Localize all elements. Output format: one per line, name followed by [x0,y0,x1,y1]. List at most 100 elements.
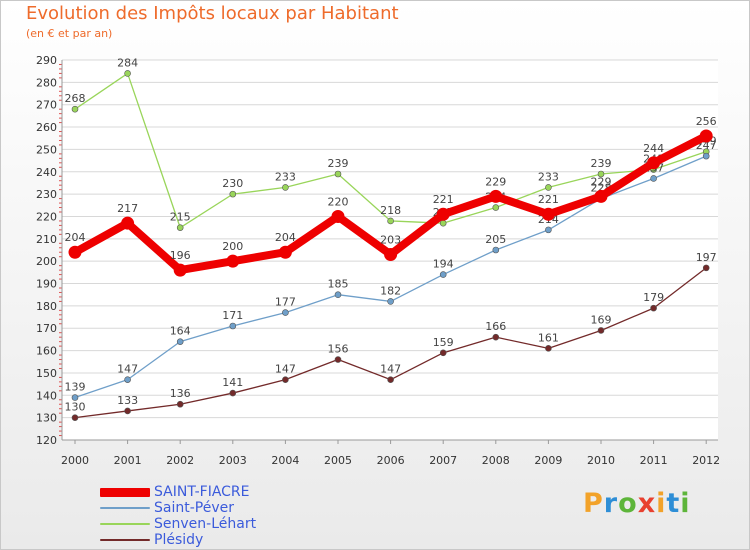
data-point [68,245,82,259]
data-point [124,376,131,383]
data-point [597,327,605,334]
chart-subtitle: (en € et par an) [26,27,113,40]
y-tick-label: 210 [36,233,57,246]
data-label: 141 [222,376,243,389]
data-point [334,291,342,299]
line-chart: 120 130 140 150 160 170 180 190 200 210 220 230 240 2… [36,54,720,467]
data-point [124,407,131,415]
data-point [545,184,552,191]
data-point [650,175,657,182]
data-label: 194 [433,258,454,271]
data-point [492,333,500,341]
chart-title: Evolution des Impôts locaux par Habitant [26,3,399,24]
x-tick-label: 2002 [166,454,194,467]
data-label: 169 [591,313,612,326]
data-point [173,263,187,277]
data-label: 284 [117,56,138,69]
data-label: 164 [170,325,191,338]
x-tick-label: 2004 [271,454,299,467]
data-point [702,264,710,272]
data-point [702,152,710,160]
data-label: 203 [380,233,401,246]
data-point [71,394,79,401]
x-tick-label: 2006 [377,454,405,467]
data-label: 204 [65,231,86,244]
data-label: 166 [485,320,506,333]
y-tick-label: 290 [36,54,57,67]
x-tick-label: 2001 [114,454,142,467]
data-label: 230 [222,177,243,190]
y-tick-label: 120 [36,434,57,447]
data-point [334,356,342,363]
data-point [489,189,503,203]
logo-letter: x [637,488,657,519]
x-tick-label: 2005 [324,454,352,467]
data-label: 256 [696,115,717,128]
y-tick-label: 220 [36,210,57,223]
data-label: 217 [117,202,138,215]
data-label: 229 [485,175,506,188]
data-label: 147 [380,363,401,376]
data-label: 185 [328,278,349,291]
data-label: 161 [538,331,559,344]
logo-letter: t [666,488,681,519]
data-label: 205 [485,233,506,246]
legend-label: SAINT-FIACRE [154,484,250,500]
data-point [71,414,79,421]
data-point [387,217,394,225]
data-point [597,170,605,178]
y-tick-label: 180 [36,300,57,313]
y-tick-label: 280 [36,76,57,89]
y-tick-label: 240 [36,166,57,179]
data-label: 196 [170,249,191,262]
data-label: 159 [433,336,454,349]
data-label: 136 [170,387,191,400]
y-tick-label: 140 [36,389,57,402]
data-point [226,254,240,268]
y-tick-label: 150 [36,367,57,380]
y-tick-label: 160 [36,345,57,358]
data-point [176,338,184,345]
legend-label: Saint-Péver [154,500,234,516]
data-point [545,226,552,234]
data-point [436,207,450,221]
x-tick-label: 2007 [429,454,457,467]
data-point [282,376,289,383]
data-label: 130 [65,401,86,414]
y-tick-label: 270 [36,99,57,112]
data-point [121,216,135,230]
data-point [176,400,184,408]
y-tick-label: 250 [36,143,57,156]
legend-label: Senven-Léhart [154,516,257,532]
data-point [229,389,237,397]
data-point [650,304,657,312]
data-label: 204 [275,231,296,244]
logo-letter: i [656,488,667,519]
x-tick-label: 2003 [219,454,247,467]
y-tick-label: 130 [36,412,57,425]
data-label: 156 [328,343,349,356]
data-label: 200 [222,240,243,253]
data-point [229,322,237,330]
data-point [647,156,661,170]
logo-letter: i [680,488,691,519]
data-point [545,345,552,352]
data-point [541,207,555,221]
legend-swatch [100,507,150,509]
data-label: 177 [275,296,296,309]
data-point [439,349,447,357]
data-point [439,219,447,227]
data-label: 215 [170,211,191,224]
legend-label: Plésidy [154,532,204,548]
data-label: 197 [696,251,717,264]
data-point [492,204,500,211]
data-point [699,129,713,143]
data-point [229,190,237,198]
data-label: 221 [538,193,559,206]
data-point [387,376,394,383]
data-label: 229 [591,175,612,188]
legend-swatch [100,539,150,541]
data-point [334,170,342,178]
data-label: 147 [117,363,138,376]
x-tick-label: 2010 [587,454,615,467]
